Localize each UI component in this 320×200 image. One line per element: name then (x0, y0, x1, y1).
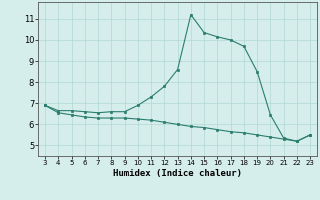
X-axis label: Humidex (Indice chaleur): Humidex (Indice chaleur) (113, 169, 242, 178)
